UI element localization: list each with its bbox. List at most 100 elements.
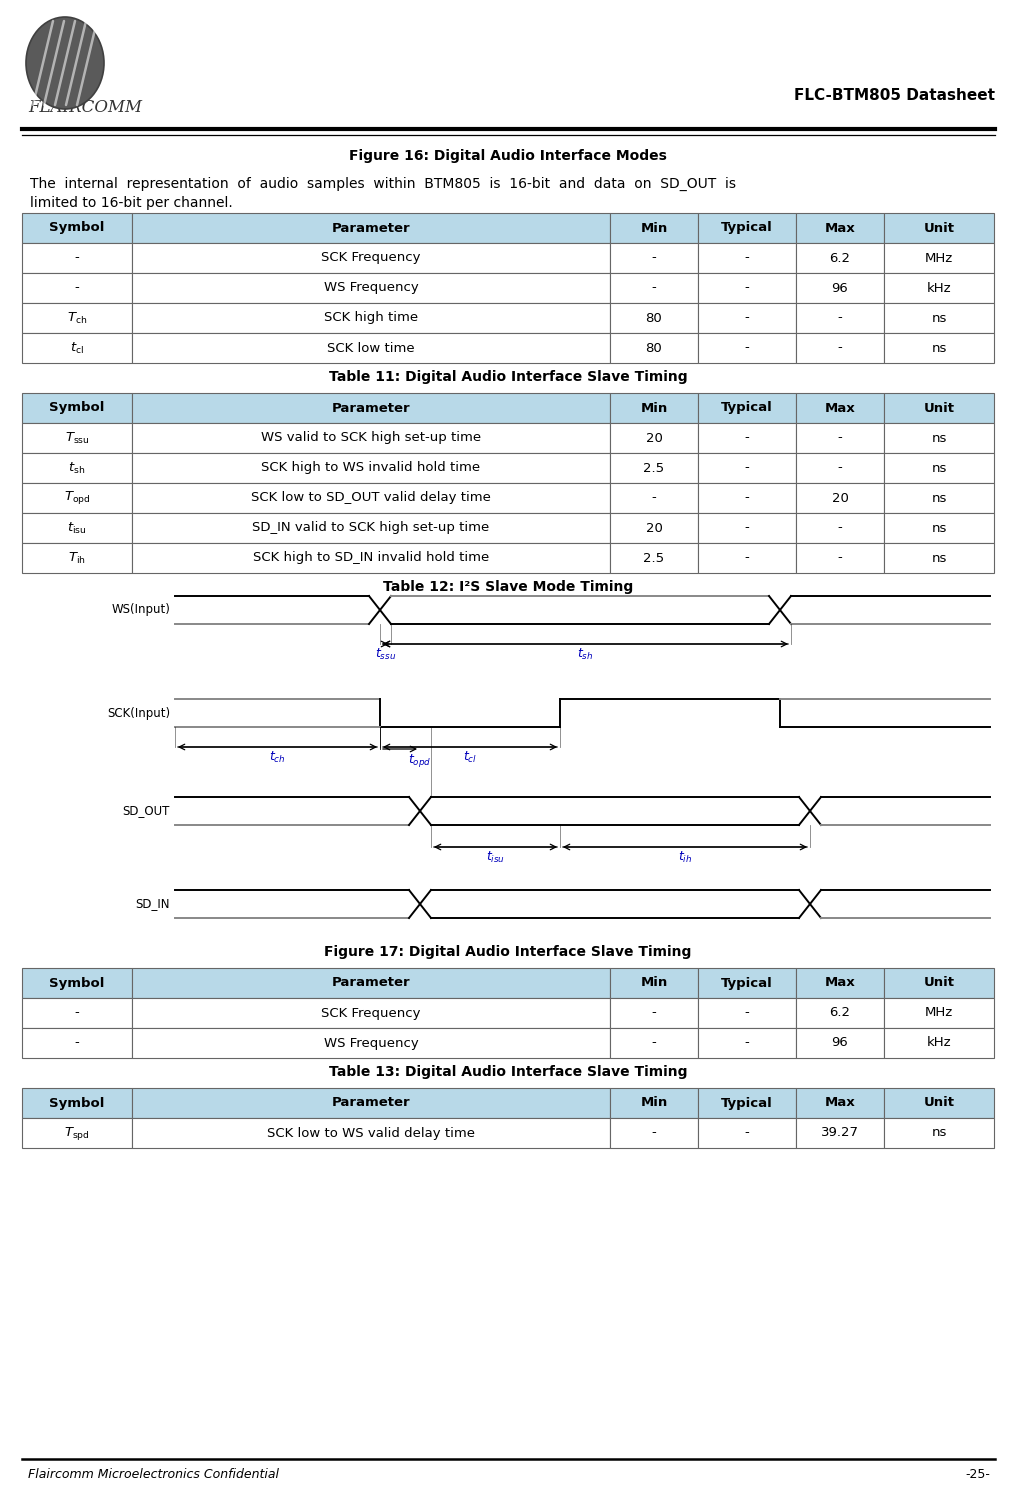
Text: ns: ns: [932, 342, 947, 354]
Text: -: -: [652, 282, 656, 294]
Text: SCK Frequency: SCK Frequency: [321, 252, 421, 264]
Text: Typical: Typical: [721, 401, 773, 414]
Bar: [698, 513, 796, 543]
Text: Min: Min: [641, 401, 667, 414]
Text: $t_{ih}$: $t_{ih}$: [678, 850, 693, 865]
Text: Symbol: Symbol: [49, 401, 105, 414]
Bar: [698, 968, 796, 998]
Text: limited to 16-bit per channel.: limited to 16-bit per channel.: [29, 197, 233, 210]
Bar: [884, 243, 994, 273]
Bar: [610, 543, 698, 573]
Text: 96: 96: [832, 1037, 848, 1049]
Text: -: -: [652, 252, 656, 264]
Text: -: -: [744, 521, 750, 534]
Bar: [22, 1088, 132, 1118]
Bar: [132, 273, 610, 303]
Text: SCK low to SD_OUT valid delay time: SCK low to SD_OUT valid delay time: [251, 491, 491, 504]
Text: SCK high to WS invalid hold time: SCK high to WS invalid hold time: [261, 461, 481, 474]
Bar: [884, 213, 994, 243]
Text: Figure 17: Digital Audio Interface Slave Timing: Figure 17: Digital Audio Interface Slave…: [324, 946, 692, 959]
Bar: [22, 1028, 132, 1058]
Text: SD_OUT: SD_OUT: [123, 805, 170, 818]
Text: Min: Min: [641, 222, 667, 234]
Text: WS Frequency: WS Frequency: [323, 282, 418, 294]
Text: Typical: Typical: [721, 222, 773, 234]
Bar: [698, 543, 796, 573]
Text: 80: 80: [646, 342, 662, 354]
Bar: [796, 513, 884, 543]
Bar: [132, 333, 610, 363]
Bar: [884, 453, 994, 483]
Text: ns: ns: [932, 551, 947, 564]
Bar: [698, 1118, 796, 1148]
Bar: [610, 333, 698, 363]
Text: 20: 20: [832, 491, 848, 504]
Bar: [884, 273, 994, 303]
Text: Unit: Unit: [923, 401, 955, 414]
Text: -: -: [652, 1007, 656, 1019]
Text: $t_{opd}$: $t_{opd}$: [408, 752, 431, 769]
Text: $t_{ch}$: $t_{ch}$: [270, 750, 286, 766]
Text: -: -: [838, 312, 842, 324]
Text: -: -: [744, 1007, 750, 1019]
Bar: [884, 1088, 994, 1118]
Text: kHz: kHz: [926, 282, 951, 294]
Text: Max: Max: [825, 401, 855, 414]
Text: -: -: [838, 342, 842, 354]
Bar: [796, 968, 884, 998]
Text: kHz: kHz: [926, 1037, 951, 1049]
Bar: [132, 303, 610, 333]
Text: 96: 96: [832, 282, 848, 294]
Text: -: -: [652, 1037, 656, 1049]
Text: -: -: [652, 491, 656, 504]
Text: Table 13: Digital Audio Interface Slave Timing: Table 13: Digital Audio Interface Slave …: [328, 1066, 687, 1079]
Bar: [610, 1088, 698, 1118]
Bar: [132, 393, 610, 423]
Text: WS(Input): WS(Input): [111, 603, 170, 617]
Bar: [610, 453, 698, 483]
Bar: [610, 483, 698, 513]
Bar: [796, 453, 884, 483]
Text: Symbol: Symbol: [49, 222, 105, 234]
Bar: [698, 1028, 796, 1058]
Bar: [884, 968, 994, 998]
Bar: [796, 483, 884, 513]
Bar: [796, 213, 884, 243]
Text: -: -: [744, 461, 750, 474]
Text: FLAIRCOMM: FLAIRCOMM: [28, 99, 142, 117]
Text: -: -: [744, 431, 750, 444]
Text: Typical: Typical: [721, 977, 773, 989]
Text: -: -: [74, 1007, 79, 1019]
Bar: [132, 453, 610, 483]
Bar: [610, 1118, 698, 1148]
Text: Table 12: I²S Slave Mode Timing: Table 12: I²S Slave Mode Timing: [382, 579, 634, 594]
Text: SCK low time: SCK low time: [327, 342, 415, 354]
Bar: [610, 423, 698, 453]
Bar: [698, 1088, 796, 1118]
Bar: [698, 423, 796, 453]
Text: SCK Frequency: SCK Frequency: [321, 1007, 421, 1019]
Text: 20: 20: [646, 431, 662, 444]
Bar: [132, 1028, 610, 1058]
Bar: [22, 513, 132, 543]
Text: SCK high time: SCK high time: [324, 312, 418, 324]
Text: Table 11: Digital Audio Interface Slave Timing: Table 11: Digital Audio Interface Slave …: [328, 371, 687, 384]
Bar: [22, 1118, 132, 1148]
Text: ns: ns: [932, 1126, 947, 1139]
Text: -: -: [838, 431, 842, 444]
Text: -: -: [744, 551, 750, 564]
Text: Parameter: Parameter: [332, 222, 410, 234]
Text: $t_{\rm isu}$: $t_{\rm isu}$: [67, 521, 86, 536]
Bar: [698, 213, 796, 243]
Bar: [132, 968, 610, 998]
Bar: [132, 543, 610, 573]
Text: -: -: [744, 342, 750, 354]
Text: 6.2: 6.2: [830, 252, 850, 264]
Text: Parameter: Parameter: [332, 401, 410, 414]
Text: Unit: Unit: [923, 977, 955, 989]
Text: Unit: Unit: [923, 1097, 955, 1109]
Text: SCK low to WS valid delay time: SCK low to WS valid delay time: [267, 1126, 475, 1139]
Bar: [132, 483, 610, 513]
Text: $T_{\rm ch}$: $T_{\rm ch}$: [67, 311, 87, 326]
Text: ns: ns: [932, 431, 947, 444]
